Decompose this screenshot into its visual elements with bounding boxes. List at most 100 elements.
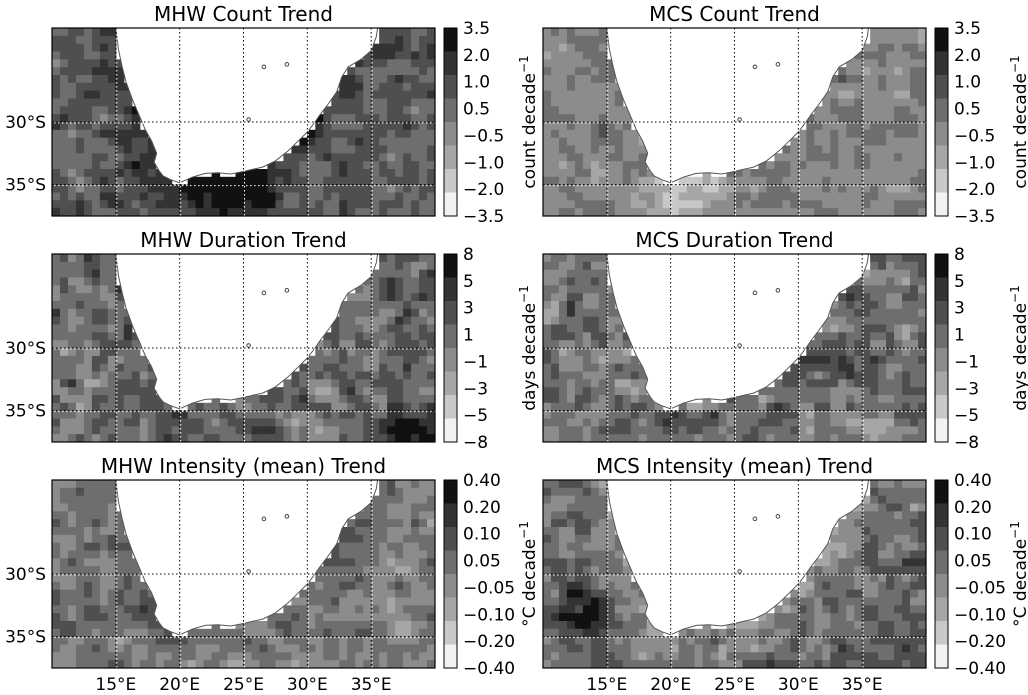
field-cell (894, 67, 903, 76)
field-cell (267, 208, 277, 216)
field-cell (427, 308, 435, 318)
field-cell (846, 67, 855, 76)
field-cell (379, 410, 388, 420)
field-cell (59, 387, 69, 396)
field-cell (371, 621, 380, 630)
field-cell (355, 192, 364, 201)
field-cell (52, 51, 61, 60)
field-cell (910, 332, 919, 341)
field-cell (918, 527, 926, 536)
field-cell (918, 348, 926, 357)
field-cell (59, 340, 69, 349)
field-cell (758, 169, 768, 178)
field-cell (638, 402, 648, 412)
field-cell (582, 59, 592, 68)
field-cell (347, 324, 356, 333)
field-cell (75, 589, 85, 599)
field-cell (910, 192, 919, 201)
field-cell (59, 208, 69, 216)
field-cell (67, 519, 77, 528)
field-cell (838, 636, 847, 646)
lake-outline (752, 516, 758, 522)
field-cell (654, 200, 664, 209)
field-cell (315, 597, 324, 606)
field-cell (566, 566, 576, 575)
field-cell (171, 426, 181, 435)
field-cell (582, 316, 592, 326)
field-cell (550, 145, 560, 154)
field-cell (83, 355, 93, 365)
field-cell (411, 371, 420, 380)
field-cell (822, 605, 831, 614)
field-cell (347, 402, 356, 412)
field-cell (419, 169, 428, 178)
field-cell (347, 301, 356, 310)
field-cell (830, 340, 839, 349)
field-cell (403, 169, 412, 178)
field-cell (614, 652, 624, 661)
field-cell (790, 192, 799, 201)
field-cell (543, 184, 552, 194)
field-cell (838, 581, 847, 591)
lake-outline (284, 62, 290, 67)
field-cell (766, 613, 775, 622)
field-cell (307, 589, 316, 599)
field-cell (670, 636, 680, 646)
field-cell (590, 379, 600, 388)
field-cell (371, 122, 380, 131)
field-cell (806, 363, 815, 373)
field-cell (75, 636, 85, 646)
field-cell (419, 301, 428, 310)
field-cell (371, 332, 380, 341)
field-cell (59, 192, 69, 201)
field-cell (115, 114, 125, 123)
field-cell (606, 59, 616, 68)
field-cell (379, 363, 388, 373)
field-cell (558, 98, 568, 107)
field-cell (590, 324, 600, 333)
field-cell (379, 566, 388, 575)
field-cell (395, 613, 404, 622)
field-cell (726, 434, 736, 442)
field-cell (75, 605, 85, 614)
field-cell (427, 75, 435, 84)
field-cell (582, 558, 592, 567)
field-cell (894, 379, 903, 388)
field-cell (115, 192, 125, 201)
field-cell (894, 169, 903, 178)
field-cell (347, 613, 356, 622)
field-cell (790, 636, 799, 646)
field-cell (427, 114, 435, 123)
field-cell (283, 434, 292, 442)
field-cell (543, 114, 552, 123)
field-cell (590, 114, 600, 123)
field-cell (574, 418, 584, 427)
field-cell (283, 613, 292, 622)
field-cell (854, 550, 863, 559)
field-cell (235, 628, 245, 638)
field-cell (387, 395, 396, 404)
field-cell (854, 371, 863, 380)
field-cell (291, 426, 300, 435)
field-cell (590, 184, 600, 194)
field-cell (331, 644, 340, 653)
field-cell (862, 519, 871, 528)
field-cell (598, 605, 608, 614)
field-cell (918, 402, 926, 412)
field-cell (886, 395, 895, 404)
field-cell (91, 301, 101, 310)
field-cell (550, 51, 560, 60)
field-cell (371, 355, 380, 365)
field-cell (582, 348, 592, 357)
field-cell (403, 355, 412, 365)
field-cell (854, 340, 863, 349)
field-cell (203, 200, 213, 209)
field-cell (630, 184, 640, 194)
field-cell (790, 605, 799, 614)
field-cell (347, 636, 356, 646)
field-cell (870, 114, 879, 123)
field-cell (878, 363, 887, 373)
field-cell (379, 324, 388, 333)
field-cell (646, 208, 656, 216)
field-cell (814, 628, 823, 638)
